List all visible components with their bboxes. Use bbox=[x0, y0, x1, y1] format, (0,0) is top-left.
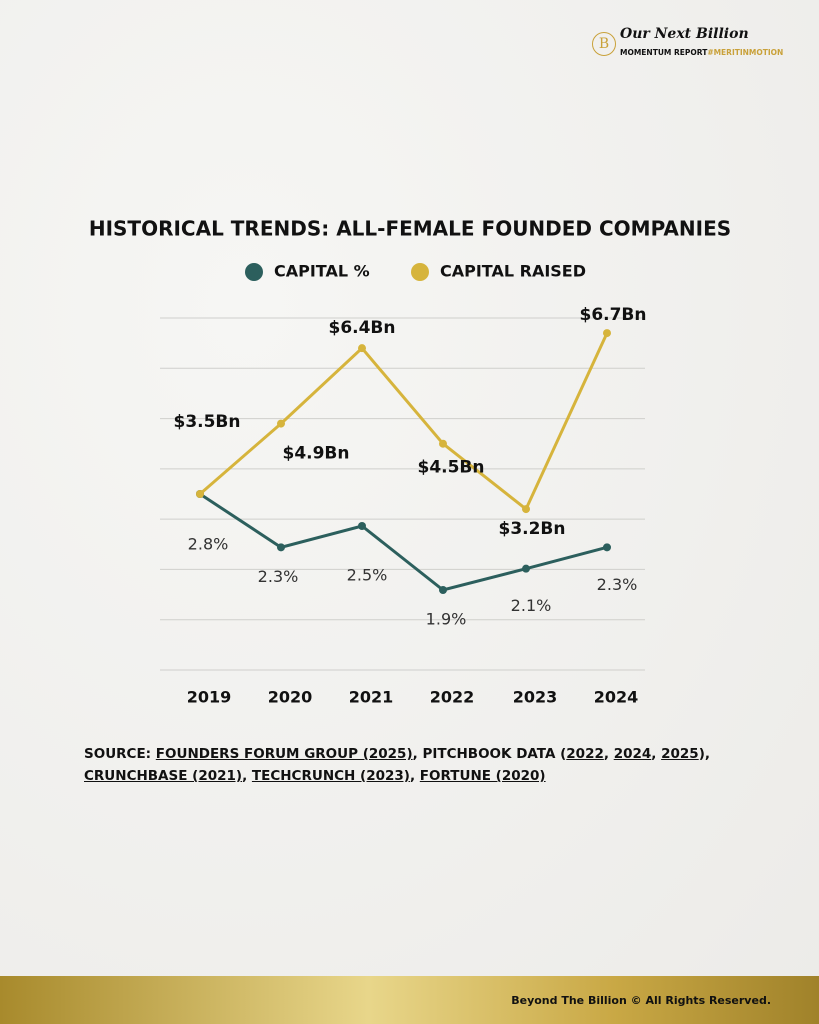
legend-swatch bbox=[245, 263, 263, 281]
brand: Our Next Billion bbox=[620, 26, 749, 42]
data-point bbox=[603, 329, 611, 338]
data-point bbox=[277, 543, 285, 552]
x-tick-label: 2020 bbox=[268, 688, 313, 707]
data-label: $6.7Bn bbox=[579, 305, 646, 325]
hashtag: #MERITINMOTION bbox=[707, 48, 784, 57]
data-label: $4.9Bn bbox=[282, 444, 349, 464]
data-point bbox=[358, 522, 366, 530]
source-text: , PITCHBOOK DATA ( bbox=[412, 746, 567, 762]
report: MOMENTUM REPORT bbox=[620, 48, 708, 57]
source-link[interactable]: CRUNCHBASE (2021) bbox=[84, 768, 243, 784]
source-text: ), bbox=[698, 746, 711, 762]
data-label: 2.3% bbox=[597, 575, 638, 594]
data-label: 1.9% bbox=[426, 610, 467, 629]
x-tick-label: 2021 bbox=[349, 688, 394, 707]
data-label: 2.1% bbox=[511, 596, 552, 615]
x-tick-label: 2023 bbox=[513, 688, 558, 707]
data-point bbox=[277, 419, 285, 428]
data-label: 2.8% bbox=[188, 535, 229, 554]
chart-title: HISTORICAL TRENDS: ALL-FEMALE FOUNDED CO… bbox=[89, 217, 731, 241]
data-point bbox=[358, 344, 366, 353]
logo-mark: B bbox=[592, 32, 616, 56]
data-label: 2.5% bbox=[347, 566, 388, 585]
legend-label: CAPITAL % bbox=[274, 262, 370, 281]
source-link[interactable]: FORTUNE (2020) bbox=[419, 768, 546, 784]
report-line: MOMENTUM REPORT#MERITINMOTION bbox=[620, 48, 783, 57]
x-tick-label: 2024 bbox=[594, 688, 639, 707]
data-label: $3.2Bn bbox=[498, 519, 565, 539]
legend-swatch bbox=[411, 263, 429, 281]
source-text: , bbox=[651, 746, 662, 762]
data-point bbox=[522, 505, 530, 514]
data-label: 2.3% bbox=[258, 567, 299, 586]
data-label: $4.5Bn bbox=[417, 458, 484, 478]
series-line bbox=[199, 332, 609, 512]
source-text: , bbox=[603, 746, 614, 762]
source-link[interactable]: 2025 bbox=[661, 746, 699, 762]
data-point bbox=[196, 490, 204, 498]
source: SOURCE: FOUNDERS FORUM GROUP (2025), PIT… bbox=[84, 743, 724, 787]
source-link[interactable]: 2022 bbox=[566, 746, 604, 762]
data-point bbox=[603, 543, 611, 552]
data-point bbox=[439, 586, 447, 594]
footer-bar: Beyond The Billion © All Rights Reserved… bbox=[0, 976, 819, 1024]
x-tick-label: 2022 bbox=[430, 688, 475, 707]
source-link[interactable]: TECHCRUNCH (2023) bbox=[251, 768, 410, 784]
source-text: SOURCE: bbox=[84, 746, 156, 762]
legend-label: CAPITAL RAISED bbox=[440, 262, 586, 281]
data-label: $6.4Bn bbox=[328, 318, 395, 338]
source-text: , bbox=[409, 768, 420, 784]
series-line bbox=[199, 492, 608, 592]
data-label: $3.5Bn bbox=[173, 412, 240, 432]
source-link[interactable]: 2024 bbox=[613, 746, 652, 762]
data-point bbox=[522, 564, 530, 573]
data-point bbox=[439, 439, 447, 448]
source-text: , bbox=[242, 768, 252, 784]
footer-text: Beyond The Billion © All Rights Reserved… bbox=[511, 994, 771, 1007]
x-tick-label: 2019 bbox=[187, 688, 232, 707]
source-link[interactable]: FOUNDERS FORUM GROUP (2025) bbox=[155, 746, 413, 762]
chart: HISTORICAL TRENDS: ALL-FEMALE FOUNDED CO… bbox=[89, 217, 731, 707]
